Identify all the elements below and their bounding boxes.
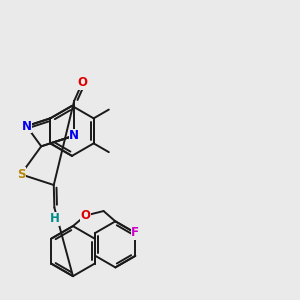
Text: N: N [22,120,32,133]
Text: O: O [77,76,87,89]
Text: S: S [16,168,25,181]
Text: O: O [80,209,90,222]
Text: F: F [131,226,139,239]
Text: N: N [69,129,79,142]
Text: H: H [50,212,59,225]
